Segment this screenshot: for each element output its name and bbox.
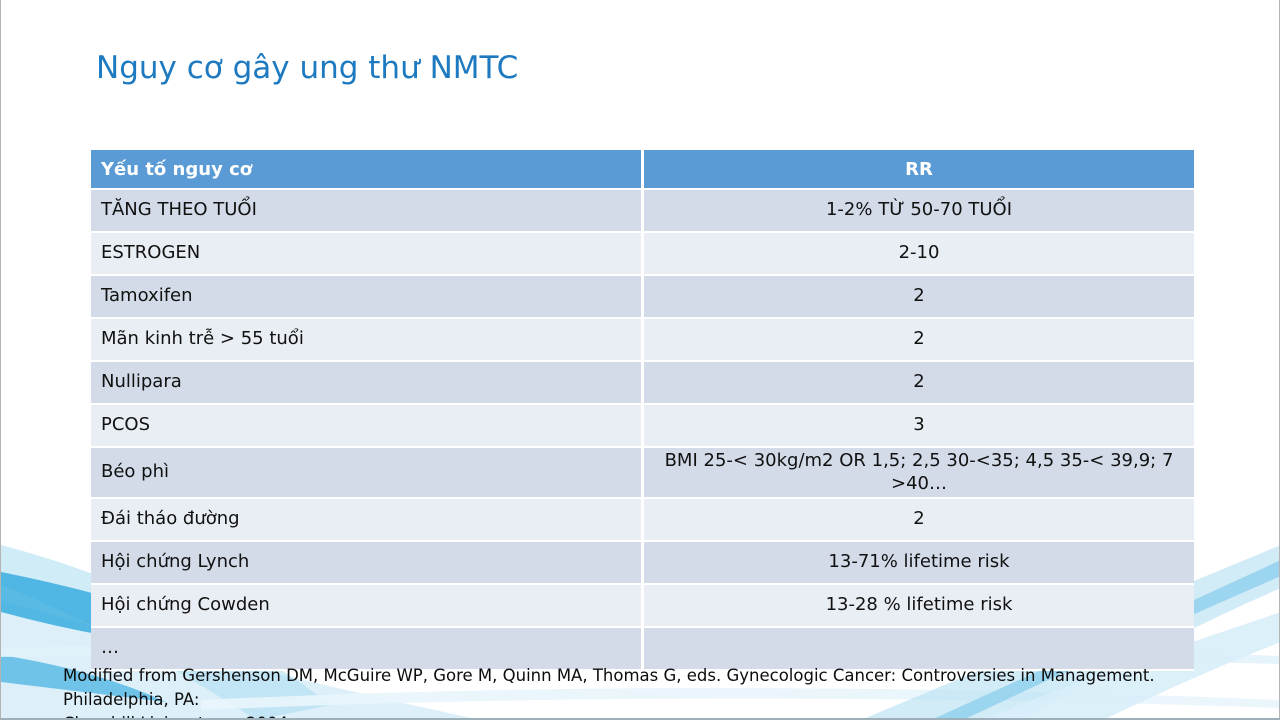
risk-factor-cell: ESTROGEN [91, 232, 644, 276]
risk-factor-cell: Hội chứng Cowden [91, 584, 644, 628]
slide-title: Nguy cơ gây ung thư NMTC [96, 50, 519, 86]
table-row: … [91, 627, 1194, 671]
rr-value-cell: 2 [642, 318, 1194, 362]
table-row: TĂNG THEO TUỔI 1-2% TỪ 50-70 TUỔI [91, 189, 1194, 233]
citation-line-2: Churchill Livingstone; 2004. [63, 712, 1238, 718]
rr-value-cell: 13-71% lifetime risk [642, 541, 1194, 585]
rr-value-cell: 3 [642, 404, 1194, 448]
table-header-row: Yếu tố nguy cơ RR [91, 150, 1194, 190]
citation-line-1: Modified from Gershenson DM, McGuire WP,… [63, 666, 1155, 709]
table-row: Hội chứng Cowden 13-28 % lifetime risk [91, 584, 1194, 628]
table-row: PCOS 3 [91, 404, 1194, 448]
risk-factor-cell: Mãn kinh trễ > 55 tuổi [91, 318, 644, 362]
risk-factor-cell: Béo phì [91, 447, 644, 499]
risk-factor-cell: Đái tháo đường [91, 498, 644, 542]
risk-factor-cell: Nullipara [91, 361, 644, 405]
rr-value-cell: BMI 25-< 30kg/m2 OR 1,5; 2,5 30-<35; 4,5… [642, 447, 1194, 499]
rr-value-cell: 2 [642, 361, 1194, 405]
risk-factor-table: Yếu tố nguy cơ RR TĂNG THEO TUỔI 1-2% TỪ … [91, 150, 1194, 671]
rr-value-cell: 2-10 [642, 232, 1194, 276]
table-row: Hội chứng Lynch 13-71% lifetime risk [91, 541, 1194, 585]
column-header-risk-factor: Yếu tố nguy cơ [91, 150, 644, 190]
rr-value-cell: 2 [642, 275, 1194, 319]
table-row: ESTROGEN 2-10 [91, 232, 1194, 276]
risk-factor-cell: Tamoxifen [91, 275, 644, 319]
rr-value-cell: 2 [642, 498, 1194, 542]
table-row: Mãn kinh trễ > 55 tuổi 2 [91, 318, 1194, 362]
table-row: Tamoxifen 2 [91, 275, 1194, 319]
table-row: Đái tháo đường 2 [91, 498, 1194, 542]
risk-factor-cell: … [91, 627, 644, 671]
table-row: Béo phì BMI 25-< 30kg/m2 OR 1,5; 2,5 30-<… [91, 447, 1194, 499]
risk-factor-cell: TĂNG THEO TUỔI [91, 189, 644, 233]
risk-factor-cell: Hội chứng Lynch [91, 541, 644, 585]
citation-footer: Modified from Gershenson DM, McGuire WP,… [63, 664, 1238, 718]
risk-factor-cell: PCOS [91, 404, 644, 448]
rr-value-cell: 13-28 % lifetime risk [642, 584, 1194, 628]
rr-value-cell: 1-2% TỪ 50-70 TUỔI [642, 189, 1194, 233]
rr-value-cell [642, 627, 1194, 671]
column-header-rr: RR [642, 150, 1194, 190]
table-row: Nullipara 2 [91, 361, 1194, 405]
